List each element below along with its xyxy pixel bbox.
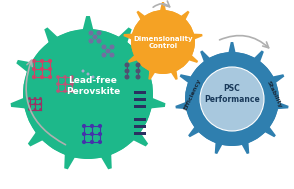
Circle shape [90,140,94,144]
Circle shape [56,75,60,79]
Circle shape [28,108,31,111]
Text: Dimensionality
Control: Dimensionality Control [133,36,193,49]
Text: Lead-free
Perovskite: Lead-free Perovskite [66,76,120,96]
Circle shape [70,75,74,79]
Circle shape [39,103,42,105]
Circle shape [96,30,101,36]
Polygon shape [176,42,289,154]
Circle shape [28,97,31,100]
Circle shape [56,82,60,86]
Polygon shape [123,2,203,80]
Circle shape [48,67,52,71]
Circle shape [124,68,129,74]
Circle shape [96,39,101,43]
Circle shape [101,53,106,57]
Circle shape [82,132,86,136]
Circle shape [28,103,31,105]
Circle shape [91,75,94,78]
Circle shape [82,140,86,144]
Polygon shape [134,91,146,94]
Circle shape [124,63,129,67]
Circle shape [101,44,106,50]
Circle shape [70,89,74,93]
Circle shape [82,124,86,128]
Circle shape [23,29,153,159]
Circle shape [93,35,98,40]
Circle shape [136,63,141,67]
Text: Efficiency: Efficiency [183,77,201,111]
Circle shape [40,59,44,63]
Circle shape [98,132,102,136]
Circle shape [34,108,36,111]
Circle shape [90,124,94,128]
Circle shape [98,140,102,144]
Circle shape [70,82,74,86]
Circle shape [39,97,42,100]
Polygon shape [134,125,146,128]
Circle shape [48,75,52,79]
Circle shape [90,132,94,136]
Circle shape [131,10,195,74]
Polygon shape [11,16,166,169]
Circle shape [63,89,67,93]
Polygon shape [134,98,146,101]
Polygon shape [134,118,146,121]
Circle shape [40,75,44,79]
Circle shape [109,44,114,50]
Circle shape [63,75,67,79]
Polygon shape [134,132,146,135]
Circle shape [86,73,89,75]
Circle shape [200,67,264,131]
Circle shape [136,74,141,80]
Circle shape [185,52,279,146]
Circle shape [98,124,102,128]
Circle shape [32,75,36,79]
Circle shape [48,59,52,63]
Circle shape [32,67,36,71]
Circle shape [56,89,60,93]
Circle shape [106,49,111,53]
Circle shape [124,74,129,80]
Circle shape [88,39,93,43]
Circle shape [34,97,36,100]
Circle shape [34,103,36,105]
Circle shape [88,30,93,36]
Circle shape [40,67,44,71]
Text: PSC
Performance: PSC Performance [204,84,260,104]
Text: Stability: Stability [265,80,283,108]
Circle shape [63,82,67,86]
Circle shape [136,68,141,74]
Circle shape [81,70,84,73]
Circle shape [32,59,36,63]
Circle shape [39,108,42,111]
Circle shape [109,53,114,57]
Polygon shape [134,105,146,108]
